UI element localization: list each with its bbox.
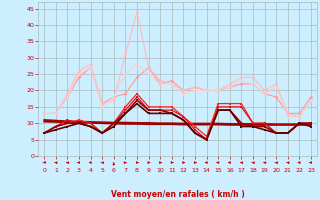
X-axis label: Vent moyen/en rafales ( km/h ): Vent moyen/en rafales ( km/h )	[111, 190, 244, 199]
